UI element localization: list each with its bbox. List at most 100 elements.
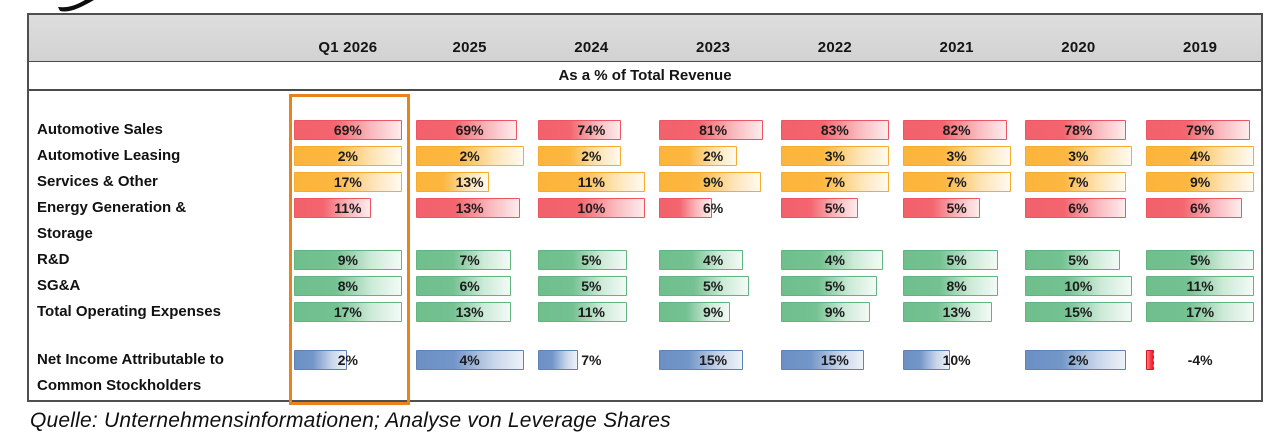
data-bar: [1024, 120, 1127, 140]
data-bar: [1146, 302, 1254, 322]
cropped-logo-swoosh-icon: [58, 0, 94, 12]
value-text: 69%: [455, 122, 484, 138]
value-text: 2%: [703, 148, 724, 164]
value-text: 13%: [455, 304, 484, 320]
value-cell: 5%: [531, 273, 653, 299]
row-label: Total Operating Expenses: [37, 303, 221, 320]
row-label: Automotive Leasing: [37, 147, 181, 164]
value-text: 74%: [577, 122, 606, 138]
value-cell: 8%: [896, 273, 1018, 299]
value-cell: 17%: [287, 299, 409, 325]
value-cell: 83%: [774, 117, 896, 143]
table-row: Net Income Attributable to 2% 4% 7% 15% 15% 10…: [29, 347, 1261, 373]
data-bar: [1146, 146, 1254, 166]
data-bar: [415, 172, 490, 192]
data-bar: [1146, 276, 1254, 296]
data-bar: [537, 198, 646, 218]
value-text: 13%: [455, 174, 484, 190]
value-cell: 15%: [774, 347, 896, 373]
value-cell: 7%: [896, 169, 1018, 195]
value-cell: 13%: [409, 195, 531, 221]
value-cell: 7%: [531, 347, 653, 373]
value-text: 6%: [1068, 200, 1089, 216]
table-row: R&D 9% 7% 5% 4% 4% 5% 5% 5%: [29, 247, 1261, 273]
column-header-2019: 2019: [1183, 39, 1218, 56]
value-cell: 9%: [1139, 169, 1261, 195]
column-header-q1-2026: Q1 2026: [318, 39, 378, 56]
column-header-2022: 2022: [817, 39, 852, 56]
value-cell: 17%: [287, 169, 409, 195]
data-bar: [781, 172, 889, 192]
value-cell: 11%: [1139, 273, 1261, 299]
value-text: 83%: [820, 122, 849, 138]
data-bar: [659, 146, 737, 166]
data-bar: [415, 276, 512, 296]
value-text: 8%: [337, 278, 358, 294]
data-bar: [1024, 146, 1133, 166]
value-text: 17%: [333, 304, 362, 320]
row-label: SG&A: [37, 277, 81, 294]
value-text: 15%: [820, 352, 849, 368]
value-cell: 9%: [652, 299, 774, 325]
column-header-2025: 2025: [452, 39, 487, 56]
data-bar: [1024, 172, 1127, 192]
data-bar: [1024, 250, 1121, 270]
data-bar: [537, 120, 621, 140]
value-text: 9%: [703, 174, 724, 190]
data-bar: [294, 250, 402, 270]
value-cell: 15%: [652, 347, 774, 373]
value-text: 2%: [1068, 352, 1089, 368]
data-bar: [537, 276, 627, 296]
value-cell: 8%: [287, 273, 409, 299]
data-bar: [659, 198, 713, 218]
data-bar: [781, 250, 883, 270]
value-text: 7%: [581, 352, 602, 368]
value-cell: 7%: [774, 169, 896, 195]
data-bar: [902, 198, 981, 218]
data-bar: [902, 172, 1011, 192]
revenue-percentage-table: Q1 2026 2025 2024 2023 2022 2021 2020 2019 As a…: [27, 13, 1263, 402]
value-cell: 6%: [1139, 195, 1261, 221]
data-bar: [537, 250, 627, 270]
value-cell: 82%: [896, 117, 1018, 143]
row-label: [29, 325, 287, 347]
value-text: 10%: [1064, 278, 1093, 294]
column-header-2021: 2021: [939, 39, 974, 56]
row-label: R&D: [37, 251, 70, 268]
data-bar: [1146, 198, 1242, 218]
data-bar: [415, 198, 520, 218]
table-subtitle: As a % of Total Revenue: [29, 62, 1261, 91]
row-label: Common Stockholders: [37, 377, 202, 394]
data-bar: [781, 302, 871, 322]
table-body: Automotive Sales 69% 69% 74% 81% 83% 82% 78% 79%…: [29, 117, 1261, 399]
data-bar: [1146, 120, 1251, 140]
value-cell: 3%: [774, 143, 896, 169]
value-cell: 3%: [896, 143, 1018, 169]
value-cell: 17%: [1139, 299, 1261, 325]
value-text: 7%: [459, 252, 480, 268]
value-cell: 3%: [1018, 143, 1140, 169]
value-text: 17%: [1186, 304, 1215, 320]
value-text: 17%: [333, 174, 362, 190]
data-bar: [902, 250, 999, 270]
value-cell: 74%: [531, 117, 653, 143]
value-text: 9%: [337, 252, 358, 268]
table-row: Storage: [29, 221, 1261, 247]
value-cell: 78%: [1018, 117, 1140, 143]
value-text: 7%: [1068, 174, 1089, 190]
value-cell: 11%: [287, 195, 409, 221]
value-text: 69%: [333, 122, 362, 138]
value-text: 4%: [1190, 148, 1211, 164]
value-text: 8%: [946, 278, 967, 294]
row-label: Storage: [37, 225, 93, 242]
data-bar: [415, 302, 512, 322]
value-cell: 2%: [409, 143, 531, 169]
value-text: 78%: [1064, 122, 1093, 138]
data-bar: [415, 120, 518, 140]
table-row: Automotive Sales 69% 69% 74% 81% 83% 82% 78% 79%: [29, 117, 1261, 143]
data-bar: [659, 120, 764, 140]
data-bar: [415, 250, 512, 270]
data-bar: [415, 146, 524, 166]
table-row: SG&A 8% 6% 5% 5% 5% 8% 10% 11%: [29, 273, 1261, 299]
data-bar: [659, 302, 731, 322]
